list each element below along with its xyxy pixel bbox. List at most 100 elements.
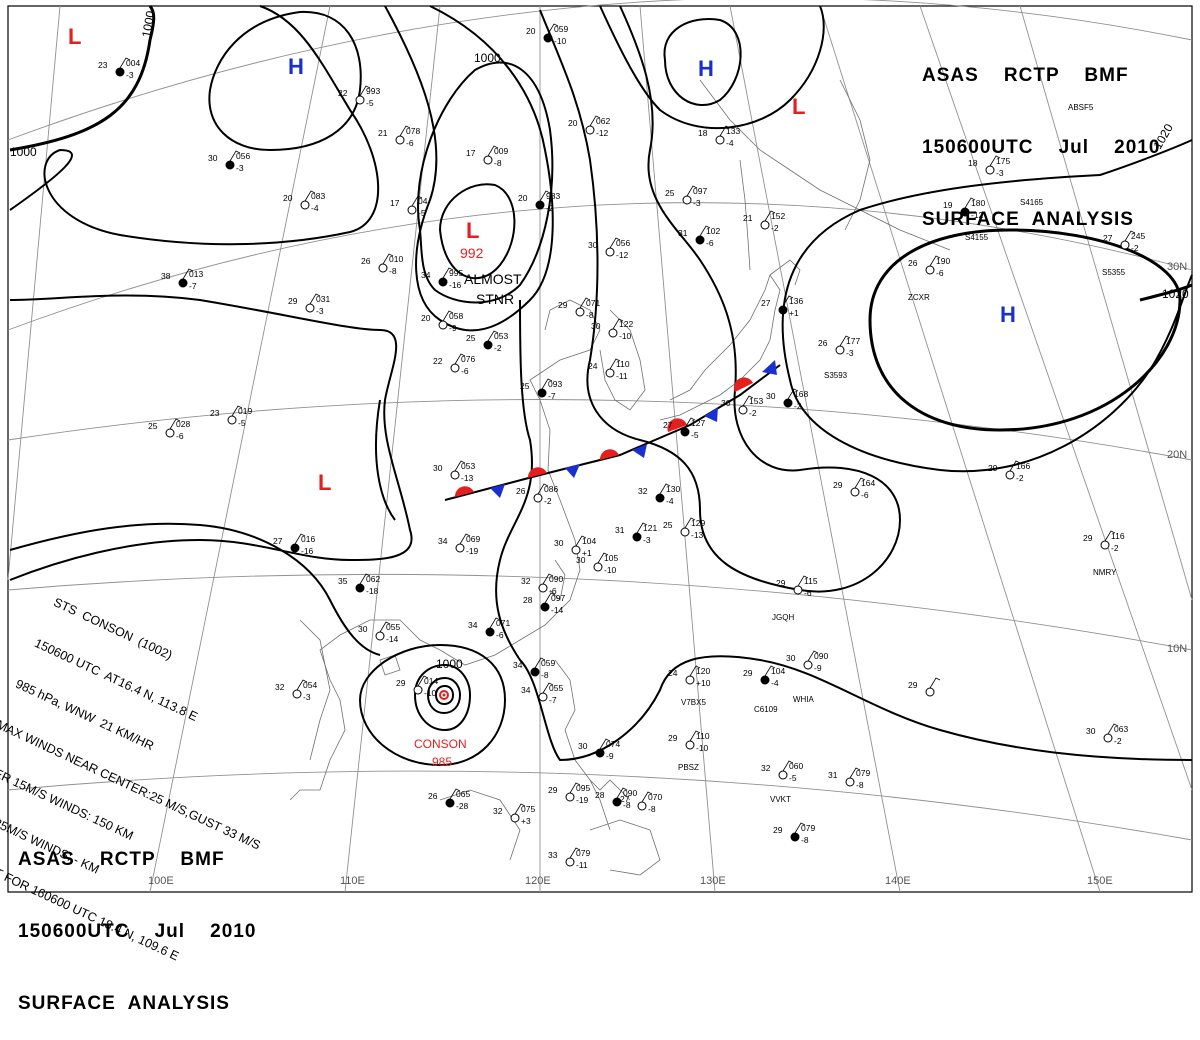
- station-sky-cover-icon: [571, 545, 581, 555]
- station-temperature: 19: [943, 200, 953, 210]
- station-sky-cover-icon: [483, 340, 493, 350]
- isobar-east-china-sea: [539, 5, 902, 593]
- station-plot: 26 010 -8: [361, 253, 403, 276]
- station-wind-barb-icon: [489, 617, 501, 629]
- station-wind-barb-icon: [929, 677, 941, 689]
- station-plot: 30 090 -9: [786, 650, 828, 673]
- station-temperature: 29: [396, 678, 406, 688]
- station-plot: 23 004 -3: [98, 57, 140, 80]
- station-temperature: 32: [761, 763, 771, 773]
- station-plot: 30 056 -12: [588, 237, 630, 260]
- station-pressure-tendency: +10: [696, 678, 711, 688]
- station-sky-cover-icon: [445, 798, 455, 808]
- station-temperature: 27: [761, 298, 771, 308]
- station-wind-barb-icon: [309, 293, 321, 305]
- station-pressure-tendency: -4: [771, 678, 779, 688]
- station-pressure: 164: [861, 478, 875, 488]
- station-wind-barb-icon: [689, 730, 701, 742]
- station-pressure-tendency: -16: [449, 280, 462, 290]
- station-pressure: 062: [596, 116, 610, 126]
- station-plot: 26 190 -6: [908, 255, 950, 278]
- station-pressure: 090: [623, 788, 637, 798]
- station-pressure: 076: [461, 354, 475, 364]
- station-pressure: 059: [541, 658, 555, 668]
- station-wind-barb-icon: [442, 267, 454, 279]
- isobar-large-n: [384, 5, 554, 332]
- station-pressure: 136: [789, 296, 803, 306]
- header-line-1: ASAS RCTP BMF: [922, 65, 1129, 86]
- typhoon-center-ring: [439, 690, 449, 700]
- header-line-3: SURFACE ANALYSIS: [18, 993, 230, 1014]
- station-plot: 28 090 -8: [595, 787, 637, 810]
- station-temperature: 28: [595, 790, 605, 800]
- coordinate-labels: 30N 20N 10N 100E 110E 120E 130E 140E 150…: [148, 261, 1187, 887]
- isobar-label-1000-cyclone: 1000: [436, 657, 463, 671]
- station-pressure-tendency: -8: [494, 158, 502, 168]
- station-wind-barb-icon: [182, 268, 194, 280]
- station-temperature: 18: [968, 158, 978, 168]
- station-pressure: 028: [176, 419, 190, 429]
- station-wind-barb-icon: [684, 417, 696, 429]
- station-plot: 29 164 -6: [833, 477, 875, 500]
- station-pressure: 059: [554, 24, 568, 34]
- station-wind-barb-icon: [616, 787, 628, 799]
- station-id-label: VVKT: [770, 795, 791, 804]
- station-id-label: PBSZ: [678, 763, 699, 772]
- station-pressure-tendency: -12: [971, 210, 984, 220]
- station-sky-cover-icon: [632, 532, 642, 542]
- station-pressure-tendency: -19: [466, 546, 479, 556]
- station-plot: 25 053 -2: [466, 330, 508, 353]
- coast-china-east: [289, 379, 581, 801]
- station-plot: 31 079 -8: [828, 767, 870, 790]
- coast-russia-east: [699, 79, 951, 251]
- station-pressure: 121: [643, 523, 657, 533]
- station-plot: 30 122 -10: [591, 318, 633, 341]
- station-pressure: 074: [606, 739, 620, 749]
- isobar-cyclone-outer: [359, 643, 507, 767]
- station-temperature: 20: [421, 313, 431, 323]
- front-cold-tri-2: [565, 464, 580, 478]
- station-sky-cover-icon: [760, 675, 770, 685]
- station-plot: 17 009 -8: [466, 145, 508, 168]
- station-plot: 29 079 -8: [773, 822, 815, 845]
- station-wind-barb-icon: [487, 145, 499, 157]
- station-pressure: 110: [696, 731, 710, 741]
- station-temperature: 20: [518, 193, 528, 203]
- station-pressure: 995: [449, 268, 463, 278]
- station-temperature: 26: [908, 258, 918, 268]
- station-sky-cover-icon: [165, 428, 175, 438]
- station-sky-cover-icon: [685, 740, 695, 750]
- station-temperature: 29: [988, 463, 998, 473]
- longitude-line-160e: [919, 5, 1193, 791]
- station-pressure: 097: [693, 186, 707, 196]
- low-note-line2: STNR: [476, 291, 514, 307]
- station-wind-barb-icon: [534, 657, 546, 669]
- station-pressure-tendency: -12: [616, 250, 629, 260]
- front-warm-scallop-2: [527, 467, 547, 478]
- station-temperature: 27: [1103, 233, 1113, 243]
- station-pressure: 019: [238, 406, 252, 416]
- station-sky-cover-icon: [715, 135, 725, 145]
- station-sky-cover-icon: [793, 585, 803, 595]
- high-center-ne: H: [698, 56, 714, 81]
- station-pressure-tendency: -11: [576, 860, 588, 870]
- station-temperature: 33: [548, 850, 558, 860]
- station-plot: 21 078 -6: [378, 125, 420, 148]
- station-plot: 20 983 -2: [518, 190, 560, 213]
- station-wind-barb-icon: [542, 573, 554, 585]
- station-sky-cover-icon: [483, 155, 493, 165]
- station-pressure-tendency: -12: [596, 128, 609, 138]
- station-pressure-tendency: -3: [693, 198, 701, 208]
- station-sky-cover-icon: [450, 363, 460, 373]
- station-wind-barb-icon: [1107, 723, 1119, 735]
- station-pressure-tendency: -6: [706, 238, 714, 248]
- station-sky-cover-icon: [803, 660, 813, 670]
- station-sky-cover-icon: [595, 748, 605, 758]
- station-wind-barb-icon: [742, 395, 754, 407]
- station-pressure-tendency: +1: [582, 548, 592, 558]
- isobar-cyclone-1000: [414, 663, 472, 732]
- station-pressure: 086: [544, 484, 558, 494]
- station-wind-barb-icon: [929, 255, 941, 267]
- station-temperature: 25: [466, 333, 476, 343]
- station-pressure: 110: [616, 359, 630, 369]
